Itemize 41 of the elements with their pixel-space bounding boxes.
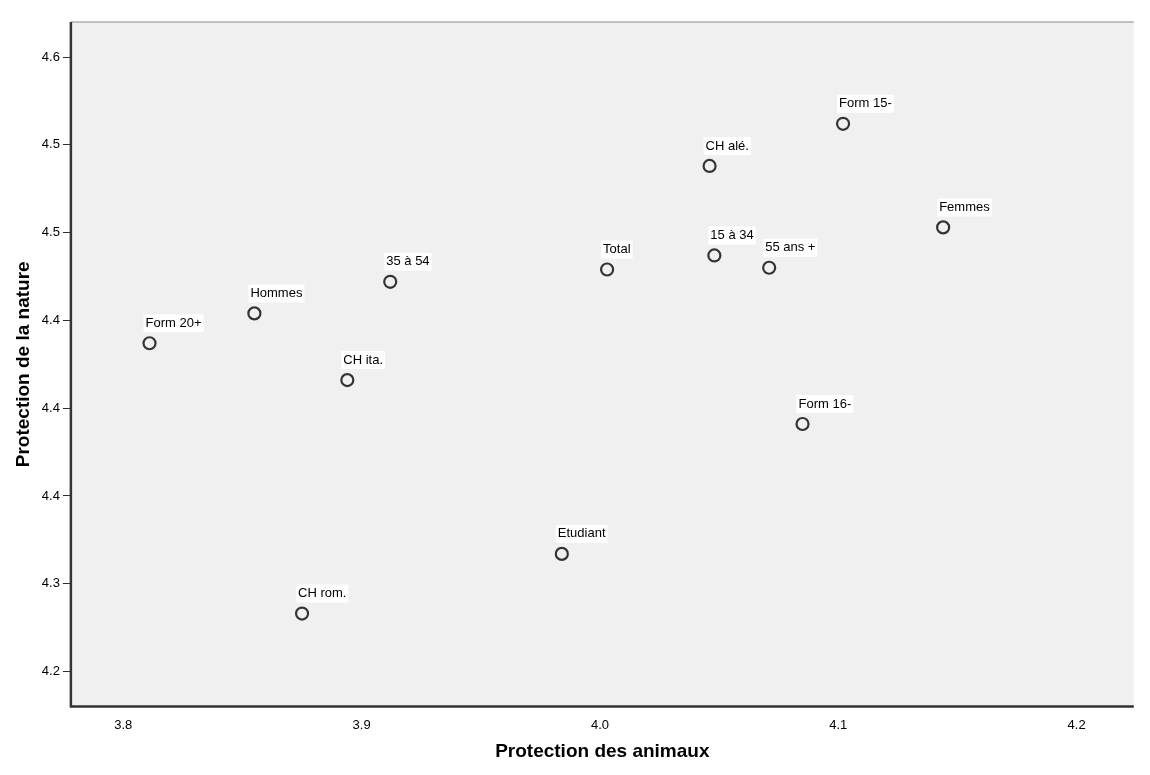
annotation: Etudiant — [557, 525, 606, 541]
point — [340, 373, 355, 388]
point — [294, 606, 310, 621]
annotation: Femmes — [939, 198, 991, 214]
annotation: Hommes — [250, 284, 303, 300]
point — [795, 416, 810, 432]
point — [142, 336, 157, 351]
annotation: Total — [603, 241, 631, 257]
annotation: Form 16- — [798, 395, 852, 411]
x-tick-label: 4.1 — [829, 716, 848, 732]
point — [247, 306, 262, 321]
annotation: Form 20+ — [145, 314, 202, 330]
point — [383, 274, 398, 289]
y-tick-label: 4.5 — [41, 136, 60, 152]
x-tick-label: 4.2 — [1067, 716, 1086, 732]
y-tick-label: 4.5 — [41, 224, 60, 240]
point — [936, 220, 951, 235]
annotation: Form 15- — [839, 95, 892, 111]
point — [554, 546, 569, 561]
annotation: 55 ans + — [765, 239, 816, 255]
x-axis-title: Protection des animaux — [495, 739, 710, 761]
x-tick-label: 4.0 — [590, 716, 609, 732]
y-tick-label: 4.4 — [41, 399, 60, 415]
point — [707, 248, 722, 263]
y-tick-label: 4.6 — [41, 48, 60, 64]
annotation: CH alé. — [705, 137, 749, 153]
point — [702, 158, 717, 174]
y-tick-label: 4.3 — [41, 575, 60, 591]
annotation: CH rom. — [298, 585, 347, 601]
y-tick-label: 4.4 — [41, 487, 60, 503]
y-tick-label: 4.2 — [41, 663, 60, 679]
point — [835, 116, 851, 131]
annotation: 35 à 54 — [386, 253, 430, 269]
x-tick-label: 3.8 — [114, 716, 133, 732]
y-tick-label: 4.4 — [41, 311, 60, 327]
point — [762, 260, 777, 275]
annotation: 15 à 34 — [710, 227, 754, 243]
annotation: CH ita. — [343, 351, 384, 367]
x-tick-label: 3.9 — [352, 716, 371, 732]
point — [600, 262, 615, 277]
y-axis-title: Protection de la nature — [11, 261, 33, 468]
